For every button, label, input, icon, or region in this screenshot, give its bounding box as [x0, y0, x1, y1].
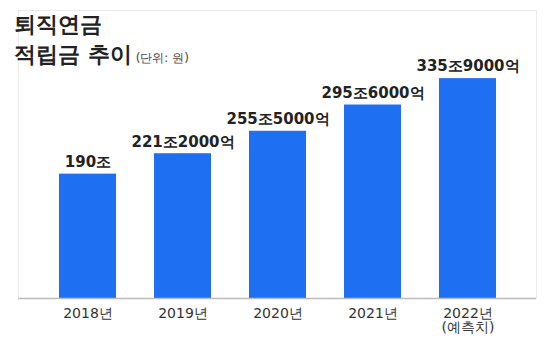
svg-text:2019년: 2019년: [158, 305, 208, 321]
svg-text:2021년: 2021년: [348, 305, 398, 321]
html-text:퇴직연금 적립금 추이(단위: 원): 퇴직연금 적립금 추이(단위: 원): [14, 12, 189, 67]
svg-text:295조6000억: 295조6000억: [321, 84, 424, 102]
svg-text:2020년: 2020년: [253, 305, 303, 321]
svg-text:2022년(예측치): 2022년(예측치): [442, 305, 495, 335]
svg-text:221조2000억: 221조2000억: [131, 133, 234, 151]
svg-text:2018년: 2018년: [63, 305, 113, 321]
svg-text:190조: 190조: [65, 153, 111, 171]
svg-text:335조9000억: 335조9000억: [416, 57, 519, 75]
svg-text:255조5000억: 255조5000억: [226, 110, 329, 128]
